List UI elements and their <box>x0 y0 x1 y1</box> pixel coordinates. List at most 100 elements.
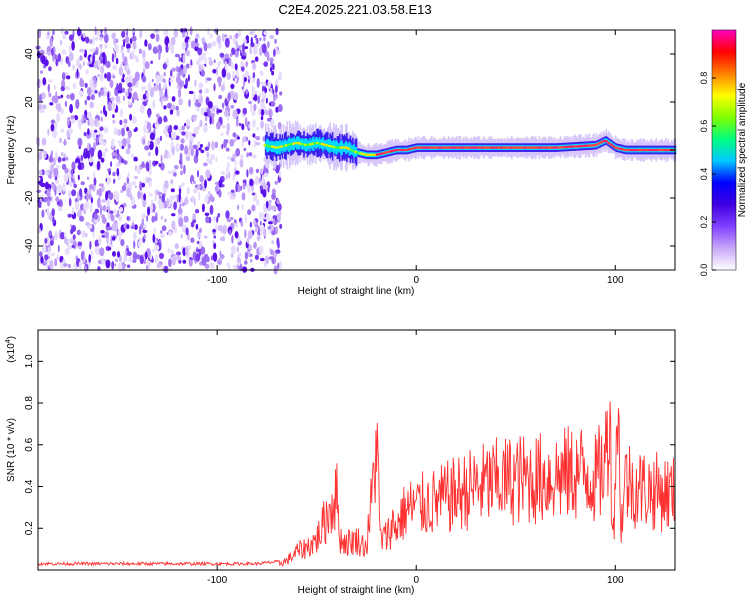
noise-speckle <box>205 216 210 224</box>
noise-speckle <box>141 161 145 168</box>
ridge-peak <box>495 146 499 149</box>
noise-speckle <box>247 185 251 194</box>
noise-speckle <box>216 121 221 130</box>
noise-speckle <box>76 229 81 236</box>
noise-speckle <box>190 148 194 157</box>
noise-speckle <box>170 179 174 185</box>
noise-speckle <box>47 83 50 93</box>
noise-speckle <box>82 32 86 39</box>
noise-speckle <box>203 112 208 117</box>
noise-speckle <box>195 148 199 158</box>
noise-speckle <box>224 37 230 48</box>
noise-speckle <box>165 44 169 53</box>
ridge-peak <box>401 148 406 152</box>
ridge-peak <box>318 142 322 145</box>
multiplier-label: (x104) <box>5 336 17 363</box>
noise-speckle <box>121 30 126 38</box>
ridge-peak <box>342 146 346 149</box>
noise-speckle <box>218 188 222 198</box>
noise-speckle <box>41 209 45 218</box>
ridge-peak <box>533 146 537 149</box>
noise-speckle <box>161 225 167 232</box>
ridge-peak <box>282 144 286 148</box>
noise-speckle <box>127 100 132 106</box>
noise-speckle <box>152 233 156 243</box>
noise-speckle <box>144 61 150 70</box>
noise-speckle <box>90 147 95 158</box>
noise-speckle <box>265 213 270 221</box>
noise-speckle <box>88 63 94 68</box>
noise-speckle <box>164 36 170 47</box>
noise-speckle <box>52 157 57 166</box>
noise-speckle <box>71 161 76 171</box>
noise-speckle <box>54 258 58 267</box>
noise-speckle <box>125 91 129 98</box>
ridge-peak <box>375 153 379 156</box>
noise-speckle <box>121 185 126 191</box>
noise-speckle <box>115 57 119 65</box>
noise-speckle <box>210 113 215 118</box>
ridge-peak <box>332 145 336 149</box>
noise-speckle <box>184 123 187 127</box>
ridge-peak <box>444 146 449 149</box>
noise-speckle <box>81 230 86 238</box>
noise-speckle <box>214 181 220 185</box>
noise-speckle <box>94 89 98 94</box>
ridge-peak <box>366 153 370 157</box>
noise-speckle <box>40 182 46 188</box>
noise-speckle <box>65 156 69 161</box>
noise-speckle <box>96 160 101 171</box>
noise-speckle <box>226 122 230 133</box>
noise-speckle <box>197 94 201 99</box>
spectrogram-panel: -100 0 100 -40 -20 0 20 40 Height of straight … <box>6 26 677 297</box>
noise-speckle <box>185 245 189 256</box>
noise-speckle <box>139 104 145 114</box>
noise-speckle <box>181 69 184 76</box>
noise-speckle <box>204 88 210 94</box>
noise-speckle <box>229 217 234 220</box>
noise-speckle <box>194 42 200 47</box>
noise-speckle <box>204 196 209 203</box>
ridge-peak <box>404 148 408 152</box>
noise-speckle <box>190 40 196 49</box>
noise-speckle <box>209 261 215 269</box>
noise-speckle <box>49 235 53 239</box>
noise-speckle <box>249 166 254 175</box>
noise-speckle <box>179 126 183 134</box>
noise-speckle <box>164 218 167 223</box>
noise-speckle <box>208 60 214 66</box>
noise-speckle <box>204 57 207 66</box>
ridge-peak <box>475 146 480 149</box>
noise-speckle <box>75 99 80 110</box>
ridge-peak <box>313 141 317 145</box>
noise-speckle <box>229 35 233 40</box>
ridge-peak <box>550 146 554 149</box>
noise-speckle <box>251 204 256 212</box>
noise-speckle <box>173 172 177 177</box>
ridge-peak <box>296 141 300 145</box>
noise-speckle <box>152 99 156 110</box>
noise-speckle <box>229 52 233 57</box>
noise-speckle <box>200 246 206 255</box>
ridge-peak <box>628 148 633 152</box>
noise-speckle <box>235 32 239 39</box>
noise-speckle <box>170 195 176 200</box>
ridge-peak <box>277 145 281 149</box>
noise-speckle <box>132 232 137 241</box>
noise-speckle <box>243 147 247 152</box>
noise-speckle <box>43 261 47 265</box>
noise-speckle <box>157 191 163 196</box>
noise-speckle <box>146 215 149 222</box>
ridge-peak <box>535 146 539 149</box>
noise-speckle <box>171 104 176 111</box>
ridge-peak <box>588 144 592 147</box>
noise-speckle <box>164 149 168 156</box>
noise-speckle <box>241 123 245 131</box>
noise-speckle <box>158 82 161 92</box>
noise-speckle <box>111 53 115 63</box>
noise-speckle <box>210 255 214 261</box>
top-x-axis: -100 0 100 <box>207 30 624 286</box>
noise-speckle <box>268 108 273 118</box>
noise-speckle <box>256 199 260 207</box>
noise-speckle <box>211 140 216 151</box>
